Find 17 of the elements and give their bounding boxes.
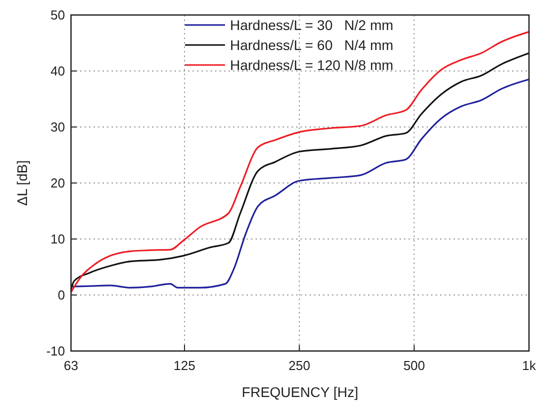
y-axis-title: ΔL [dB] xyxy=(14,160,30,206)
x-axis-title: FREQUENCY [Hz] xyxy=(242,384,358,400)
x-tick-label: 1k xyxy=(522,358,536,373)
legend-label: Hardness/L = 30 N/2 mm xyxy=(230,17,394,33)
y-tick-label: 20 xyxy=(50,176,65,190)
x-tick-label: 125 xyxy=(174,358,196,373)
legend-label: Hardness/L = 60 N/4 mm xyxy=(230,37,394,53)
y-tick-label: 0 xyxy=(58,288,65,302)
y-tick-label: -10 xyxy=(46,344,65,358)
y-tick-label: 10 xyxy=(50,232,65,246)
x-tick-label: 500 xyxy=(403,358,426,373)
y-tick-label: 50 xyxy=(50,8,65,22)
y-tick-label: 40 xyxy=(50,64,65,78)
x-tick-label: 250 xyxy=(288,358,310,373)
y-tick-label: 30 xyxy=(50,120,65,134)
x-tick-label: 63 xyxy=(64,358,78,373)
legend-label: Hardness/L = 120 N/8 mm xyxy=(230,57,394,73)
